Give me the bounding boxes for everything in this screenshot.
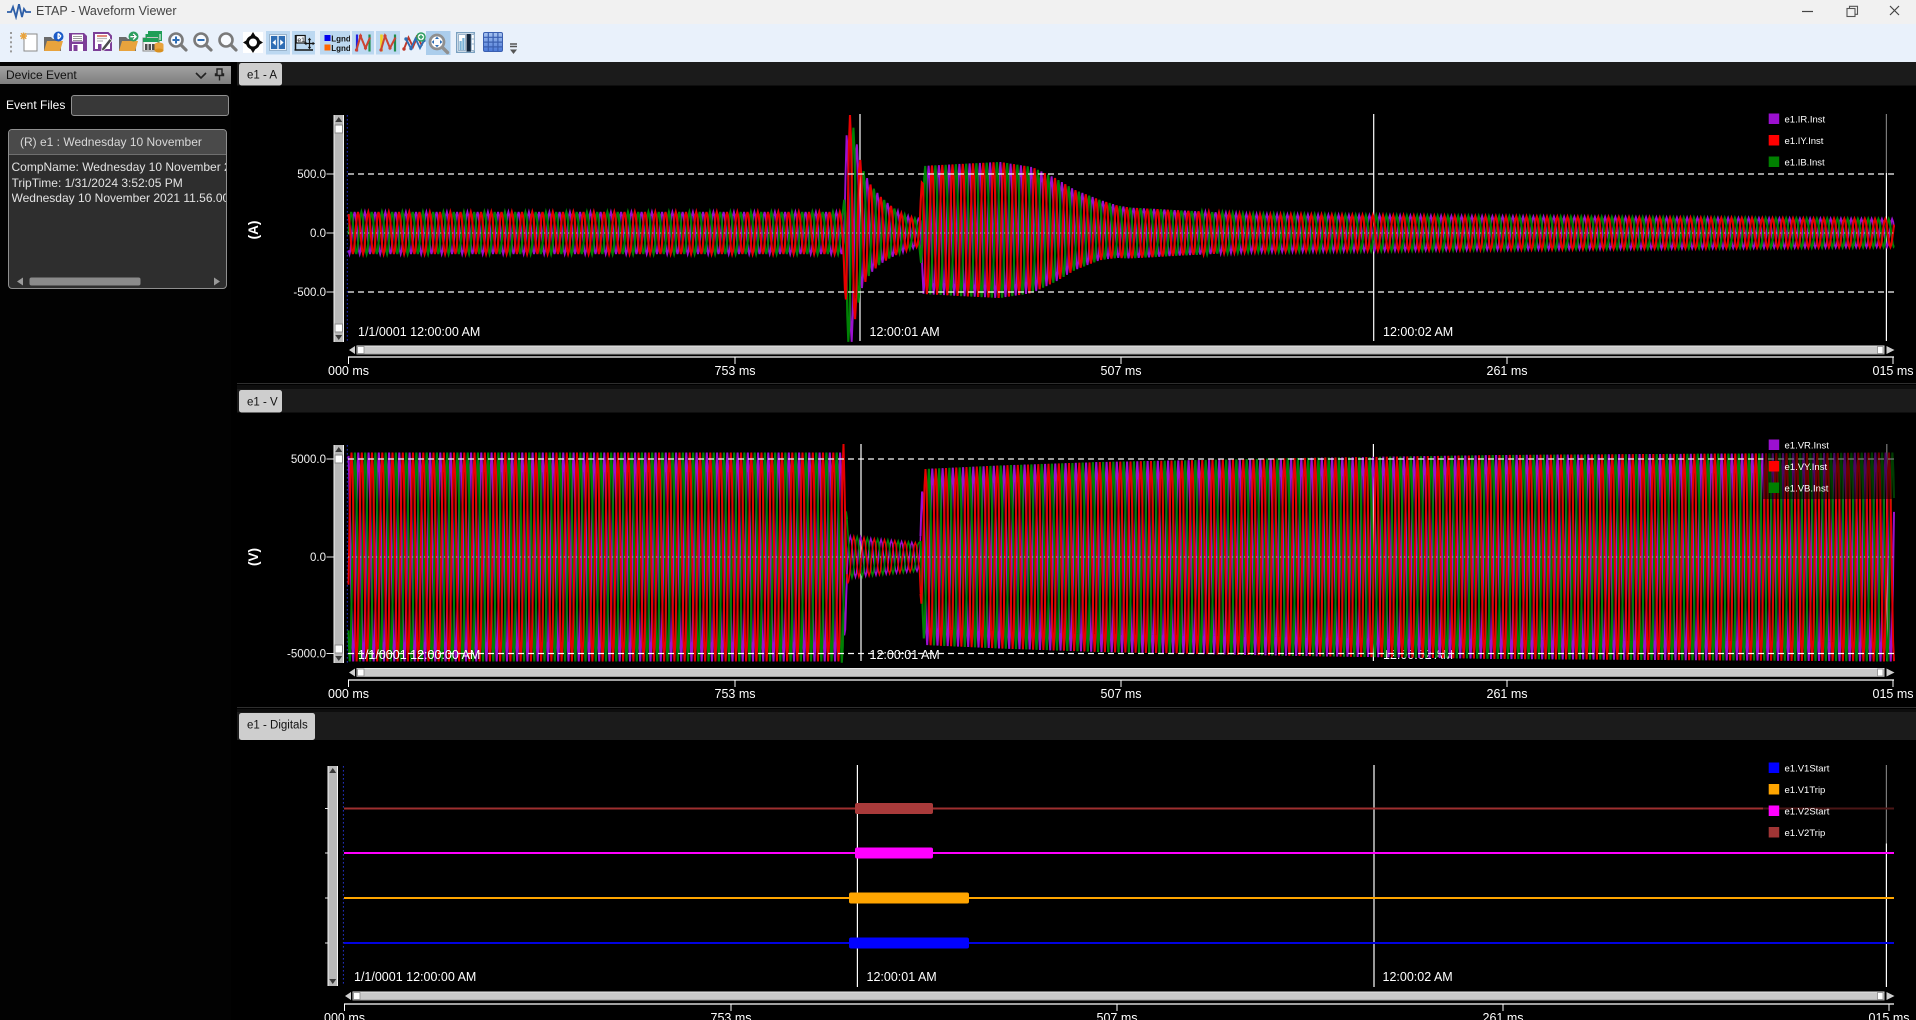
svg-text:-5000.0: -5000.0 [287,649,326,661]
svg-text:500.0: 500.0 [297,169,326,181]
svg-text:015 ms: 015 ms [1873,364,1914,378]
svg-text:e1.V1Start: e1.V1Start [1785,764,1830,775]
svg-text:1/1/0001 12:00:00 AM: 1/1/0001 12:00:00 AM [358,648,480,662]
svg-text:261 ms: 261 ms [1487,364,1528,378]
svg-text:12:00:02 AM: 12:00:02 AM [1383,325,1453,339]
svg-text:507 ms: 507 ms [1097,1011,1138,1020]
svg-text:015 ms: 015 ms [1869,1011,1910,1020]
svg-text:000 ms: 000 ms [324,1011,365,1020]
svg-text:261 ms: 261 ms [1487,687,1528,701]
svg-text:e1 - Digitals: e1 - Digitals [247,720,308,732]
svg-text:12:00:02 AM: 12:00:02 AM [1383,970,1453,984]
svg-text:12:00:01 AM: 12:00:01 AM [867,970,937,984]
svg-text:e1.VR.Inst: e1.VR.Inst [1785,441,1830,452]
svg-text:753 ms: 753 ms [715,364,756,378]
svg-text:1/1/0001 12:00:00 AM: 1/1/0001 12:00:00 AM [358,325,480,339]
svg-text:507 ms: 507 ms [1101,687,1142,701]
svg-text:e1.VB.Inst: e1.VB.Inst [1785,484,1829,495]
svg-text:1/1/0001 12:00:00 AM: 1/1/0001 12:00:00 AM [354,970,476,984]
svg-text:5000.0: 5000.0 [291,454,326,466]
svg-text:12:00:01 AM: 12:00:01 AM [870,325,940,339]
svg-text:(A): (A) [246,221,261,240]
svg-text:-500.0: -500.0 [293,287,326,299]
svg-text:000 ms: 000 ms [328,364,369,378]
svg-text:e1.IB.Inst: e1.IB.Inst [1785,158,1825,169]
svg-text:753 ms: 753 ms [711,1011,752,1020]
svg-text:e1.IR.Inst: e1.IR.Inst [1785,115,1826,126]
svg-text:e1.IY.Inst: e1.IY.Inst [1785,136,1824,147]
svg-text:000 ms: 000 ms [328,687,369,701]
svg-text:e1.V2Start: e1.V2Start [1785,807,1830,818]
svg-text:e1.VY.Inst: e1.VY.Inst [1785,462,1828,473]
svg-text:e1 - V: e1 - V [247,397,278,409]
svg-text:507 ms: 507 ms [1101,364,1142,378]
svg-text:12:00:01 AM: 12:00:01 AM [870,648,940,662]
svg-text:Lgnd: Lgnd [331,44,350,53]
svg-text:0.0: 0.0 [310,228,326,240]
svg-text:Lgnd: Lgnd [331,34,350,43]
svg-text:0.0: 0.0 [310,552,326,564]
svg-text:261 ms: 261 ms [1483,1011,1524,1020]
svg-text:e1: e1 [297,37,305,44]
svg-text:753 ms: 753 ms [715,687,756,701]
svg-text:(V): (V) [246,548,261,566]
svg-text:e1.V1Trip: e1.V1Trip [1785,785,1826,796]
svg-text:015 ms: 015 ms [1873,687,1914,701]
svg-text:e1 - A: e1 - A [247,70,277,82]
svg-text:e1.V2Trip: e1.V2Trip [1785,828,1826,839]
